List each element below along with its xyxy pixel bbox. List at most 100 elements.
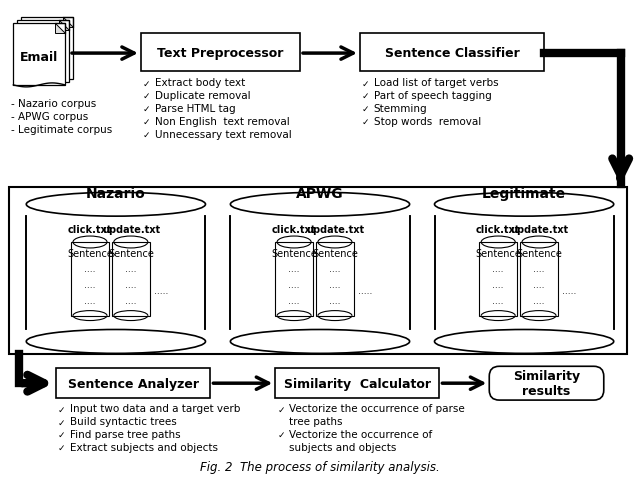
Bar [360,34,544,72]
Text: Sentence: Sentence [67,248,113,258]
Bar [71,242,109,316]
Text: Sentence: Sentence [108,248,154,258]
Text: update.txt: update.txt [102,225,160,235]
Text: click.txt: click.txt [68,225,112,235]
Text: ....: .... [84,280,96,289]
Ellipse shape [26,193,205,217]
Text: ✓: ✓ [58,443,66,453]
Text: ....: .... [329,296,340,305]
Text: .....: ..... [358,287,372,296]
Text: tree paths: tree paths [289,416,342,426]
Text: update.txt: update.txt [510,225,568,235]
Text: Non English  text removal: Non English text removal [155,117,289,126]
Text: Vectorize the occurrence of: Vectorize the occurrence of [289,429,433,439]
Text: ✓: ✓ [362,79,369,88]
Text: Fig. 2  The process of similarity analysis.: Fig. 2 The process of similarity analysi… [200,460,440,473]
Bar [435,217,614,330]
Text: Input two data and a target verb: Input two data and a target verb [70,403,241,413]
Text: - Legitimate corpus: - Legitimate corpus [12,124,113,135]
Bar [17,21,69,83]
Text: ....: .... [533,264,545,273]
Text: Vectorize the occurrence of parse: Vectorize the occurrence of parse [289,403,465,413]
Text: Part of speech tagging: Part of speech tagging [374,91,492,101]
Text: ✓: ✓ [362,118,369,127]
Text: - APWG corpus: - APWG corpus [12,111,88,121]
Text: ....: .... [289,280,300,289]
Bar [520,242,558,316]
FancyBboxPatch shape [489,366,604,400]
Text: Nazario: Nazario [86,187,146,201]
Text: Parse HTML tag: Parse HTML tag [155,104,236,114]
Text: .....: ..... [562,287,577,296]
Text: Sentence: Sentence [516,248,562,258]
Text: Unnecessary text removal: Unnecessary text removal [155,129,291,139]
Text: Email: Email [20,50,58,63]
Text: ....: .... [289,264,300,273]
Bar [275,368,440,398]
Text: Stemming: Stemming [374,104,428,114]
Bar [21,18,73,80]
Bar [26,217,205,330]
Text: ....: .... [492,264,504,273]
Polygon shape [63,18,73,28]
Ellipse shape [230,330,410,354]
Text: Duplicate removal: Duplicate removal [155,91,250,101]
Text: ....: .... [329,280,340,289]
Text: ....: .... [533,280,545,289]
Text: ....: .... [289,296,300,305]
Text: Extract subjects and objects: Extract subjects and objects [70,442,218,452]
Text: ✓: ✓ [143,118,150,127]
Text: ....: .... [533,296,545,305]
Bar [112,242,150,316]
Bar [56,368,211,398]
Text: ✓: ✓ [143,92,150,101]
Ellipse shape [230,193,410,217]
Text: click.txt: click.txt [272,225,316,235]
Text: Sentence: Sentence [312,248,358,258]
Text: ....: .... [125,264,136,273]
Ellipse shape [435,330,614,354]
Bar [13,24,65,86]
Text: Stop words  removal: Stop words removal [374,117,481,126]
Text: ✓: ✓ [362,105,369,114]
Text: Find parse tree paths: Find parse tree paths [70,429,180,439]
Text: Load list of target verbs: Load list of target verbs [374,78,499,88]
Text: ✓: ✓ [362,92,369,101]
Text: update.txt: update.txt [306,225,364,235]
Polygon shape [59,21,69,31]
Bar [479,242,517,316]
Text: Sentence Classifier: Sentence Classifier [385,46,519,60]
Text: Text Preprocessor: Text Preprocessor [157,46,284,60]
Text: ....: .... [84,264,96,273]
Bar [316,242,354,316]
Text: ....: .... [84,296,96,305]
Text: ✓: ✓ [143,131,150,140]
Text: click.txt: click.txt [476,225,520,235]
Bar [275,242,313,316]
Text: ....: .... [492,280,504,289]
Ellipse shape [26,330,205,354]
Text: subjects and objects: subjects and objects [289,442,397,452]
Bar [230,217,410,330]
Text: ....: .... [125,296,136,305]
Text: ....: .... [492,296,504,305]
Text: Similarity
results: Similarity results [513,369,580,397]
Text: Similarity  Calculator: Similarity Calculator [284,377,431,390]
Bar [10,188,627,355]
Text: ✓: ✓ [58,430,66,439]
Text: ....: .... [125,280,136,289]
Text: ✓: ✓ [143,105,150,114]
Text: .....: ..... [154,287,168,296]
Text: ✓: ✓ [58,405,66,414]
Text: ✓: ✓ [277,405,285,414]
Ellipse shape [435,193,614,217]
Text: Legitimate: Legitimate [482,187,566,201]
Text: ✓: ✓ [58,418,66,426]
Text: Sentence: Sentence [476,248,521,258]
Text: APWG: APWG [296,187,344,201]
Text: ✓: ✓ [143,79,150,88]
Text: ....: .... [329,264,340,273]
Text: ✓: ✓ [277,430,285,439]
Text: Sentence Analyzer: Sentence Analyzer [68,377,199,390]
Polygon shape [55,24,65,34]
